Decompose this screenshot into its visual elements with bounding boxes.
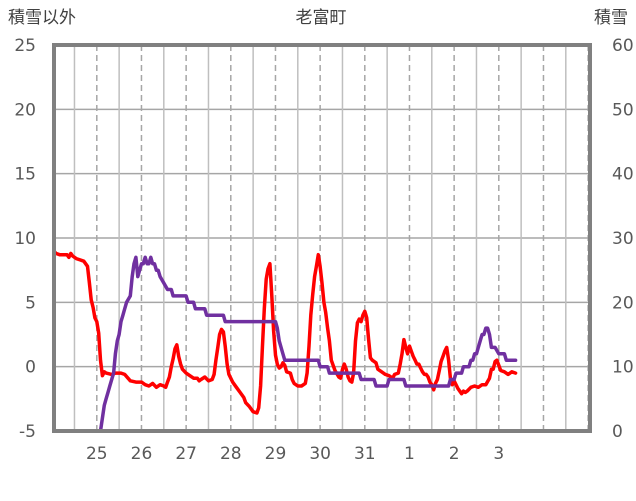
x-tick-label: 28	[220, 444, 242, 464]
right-tick-label: 60	[612, 36, 634, 56]
x-tick-label: 25	[86, 444, 108, 464]
chart-title: 老富町	[296, 8, 347, 28]
x-tick-label: 27	[175, 444, 197, 464]
left-tick-label: 10	[14, 229, 36, 249]
left-axis-label: 積雪以外	[8, 8, 76, 28]
x-tick-label: 3	[493, 444, 504, 464]
plot-frame	[52, 43, 592, 433]
left-tick-label: 0	[25, 358, 36, 378]
left-tick-label: 25	[14, 36, 36, 56]
x-tick-label: 26	[131, 444, 153, 464]
x-tick-label: 31	[354, 444, 376, 464]
right-tick-label: 50	[612, 100, 634, 120]
left-tick-label: -5	[19, 422, 36, 442]
series-layer	[52, 249, 518, 433]
grid-layer	[54, 44, 590, 432]
tick-layer: -5 0 5 10 15 20 25 0 10 20 30 40 50 60 25 26 27 28 29 30 31 1…	[14, 36, 633, 464]
right-tick-label: 40	[612, 165, 634, 185]
right-tick-label: 30	[612, 229, 634, 249]
x-tick-label: 1	[404, 444, 415, 464]
right-tick-label: 10	[612, 358, 634, 378]
x-tick-label: 2	[449, 444, 460, 464]
series-line-red	[52, 249, 518, 415]
left-tick-label: 20	[14, 100, 36, 120]
x-tick-label: 29	[265, 444, 287, 464]
left-tick-label: 15	[14, 165, 36, 185]
x-tick-label: 30	[309, 444, 331, 464]
right-tick-label: 20	[612, 293, 634, 313]
right-tick-label: 0	[612, 422, 623, 442]
right-axis-label: 積雪	[594, 8, 628, 28]
left-tick-label: 5	[25, 293, 36, 313]
series-line-purple	[52, 255, 518, 433]
